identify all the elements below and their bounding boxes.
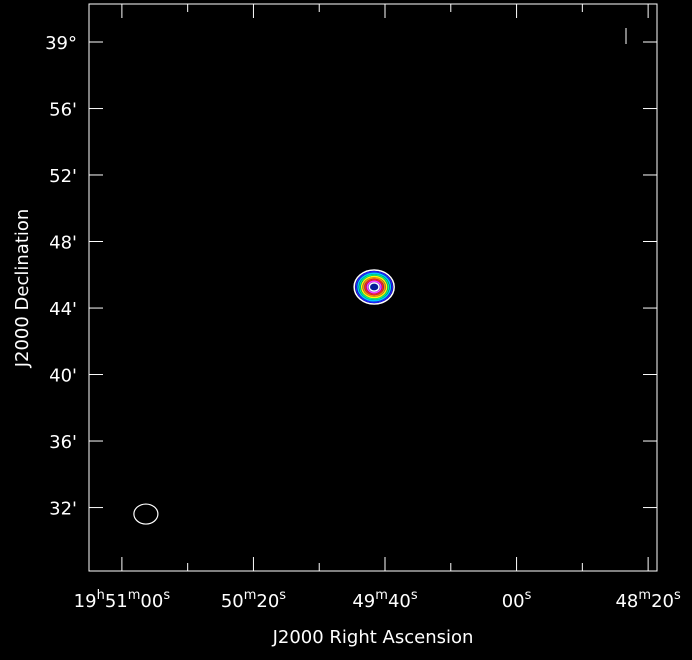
x-tick-label: 50m20s xyxy=(221,588,286,612)
y-tick-label: 36' xyxy=(49,432,77,453)
y-tick-label: 32' xyxy=(49,499,77,520)
contour xyxy=(353,269,395,305)
y-axis-label: J2000 Declination xyxy=(12,209,33,369)
contour xyxy=(357,272,392,302)
x-tick-label-part: 20 xyxy=(651,591,674,612)
contour xyxy=(360,275,388,299)
contour xyxy=(364,278,384,296)
contour xyxy=(368,282,380,292)
x-tick-label-part: 20 xyxy=(256,591,279,612)
x-tick-label-part: m xyxy=(638,588,651,603)
x-tick-label-part: 48 xyxy=(615,591,638,612)
x-tick-label-part: 49 xyxy=(352,591,375,612)
x-tick-label-part: 50 xyxy=(221,591,244,612)
x-tick-label: 48m20s xyxy=(615,588,680,612)
y-tick-label: 40' xyxy=(49,365,77,386)
x-tick-label-part: s xyxy=(674,588,681,603)
contour xyxy=(359,274,390,300)
x-tick-label-part: m xyxy=(244,588,257,603)
beam xyxy=(133,503,159,525)
plot-frame xyxy=(88,3,658,572)
x-tick-label-part: m xyxy=(128,588,141,603)
x-tick-label-part: s xyxy=(411,588,418,603)
y-tick-label: 56' xyxy=(49,100,77,121)
x-tick-label: 49m40s xyxy=(352,588,417,612)
x-tick-label-part: 40 xyxy=(388,591,411,612)
x-tick-label-part: 00 xyxy=(502,591,525,612)
x-tick-label-part: s xyxy=(163,588,170,603)
x-tick-label-part: 19 xyxy=(74,591,97,612)
y-tick-label: 44' xyxy=(49,299,77,320)
contour xyxy=(355,270,394,304)
y-tick-label: 48' xyxy=(49,233,77,254)
y-tick-label: 39° xyxy=(45,33,77,54)
x-tick-label: 19h51m00s xyxy=(74,588,171,612)
x-tick-label-part: s xyxy=(279,588,286,603)
x-tick-label-part: m xyxy=(375,588,388,603)
contour xyxy=(362,277,386,297)
x-tick-label-part: 51 xyxy=(105,591,128,612)
x-tick-label-part: 00 xyxy=(140,591,163,612)
x-tick-label: 00s xyxy=(502,588,532,612)
contour xyxy=(366,280,382,294)
x-tick-label-part: h xyxy=(97,588,105,603)
y-tick-label: 52' xyxy=(49,166,77,187)
x-axis-label: J2000 Right Ascension xyxy=(272,627,474,648)
x-tick-label-part: s xyxy=(525,588,532,603)
